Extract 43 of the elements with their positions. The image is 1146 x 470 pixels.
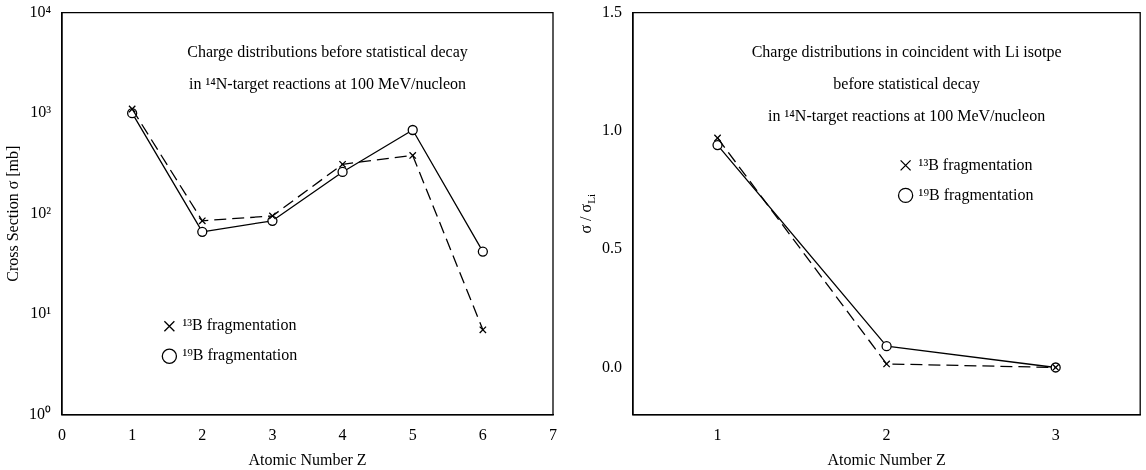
point: [477, 246, 489, 257]
y-axis-title: Cross Section σ [mb]: [4, 145, 22, 282]
y-tick-label: 10¹: [30, 304, 52, 322]
point: [881, 341, 892, 352]
y-tick-label: 10⁰: [29, 405, 51, 422]
y-tick-label: 10²: [30, 203, 52, 221]
point: [197, 226, 208, 237]
point: [337, 166, 348, 178]
y-axis-title: σ / σLi: [577, 193, 597, 234]
x-tick-label: 6: [478, 425, 487, 443]
text: Charge distributions before statistical decay in ¹⁴N-target reactions at 100 MeV/nucleon: [187, 42, 468, 93]
x-axis-title: Atomic Number Z: [827, 451, 946, 469]
x-tick-label: 3: [1051, 425, 1060, 443]
legend-label: ¹⁹B fragmentation: [182, 346, 298, 365]
x-tick-label: 4: [338, 425, 347, 443]
y-tick-label: 0.5: [602, 239, 622, 257]
y-tick-label: 10⁴: [29, 2, 52, 20]
x-tick-label: 7: [549, 425, 557, 443]
legend-label: ¹³B fragmentation: [182, 316, 297, 335]
x-axis-title: Atomic Number Z: [248, 451, 367, 469]
y-tick-label: 1.5: [602, 2, 622, 20]
y-tick-label: 10³: [30, 103, 52, 121]
x-tick-label: 3: [268, 425, 277, 443]
y-tick-label: 0.0: [602, 357, 622, 375]
point: [882, 360, 891, 368]
point: [198, 216, 207, 225]
point: [713, 134, 722, 142]
point: [407, 124, 418, 136]
legend-label: ¹⁹B fragmentation: [918, 185, 1034, 204]
x-tick-label: 5: [408, 425, 417, 443]
y-tick-label: 1.0: [602, 121, 622, 139]
x-tick-label: 2: [882, 425, 891, 443]
x-tick-label: 1: [713, 425, 722, 443]
x-tick-label: 0: [58, 425, 66, 443]
point: [338, 160, 347, 169]
point: [408, 151, 417, 160]
point: [479, 325, 487, 334]
point: [128, 105, 136, 113]
point: [268, 212, 277, 220]
text: Charge distributions in coincident with Li isotpe before statistical decay in ¹⁴N-target reactions at 100 MeV/nucleon: [751, 42, 1062, 125]
x-tick-label: 1: [128, 425, 137, 443]
legend-label: ¹³B fragmentation: [918, 155, 1033, 174]
x-tick-label: 2: [198, 425, 207, 443]
